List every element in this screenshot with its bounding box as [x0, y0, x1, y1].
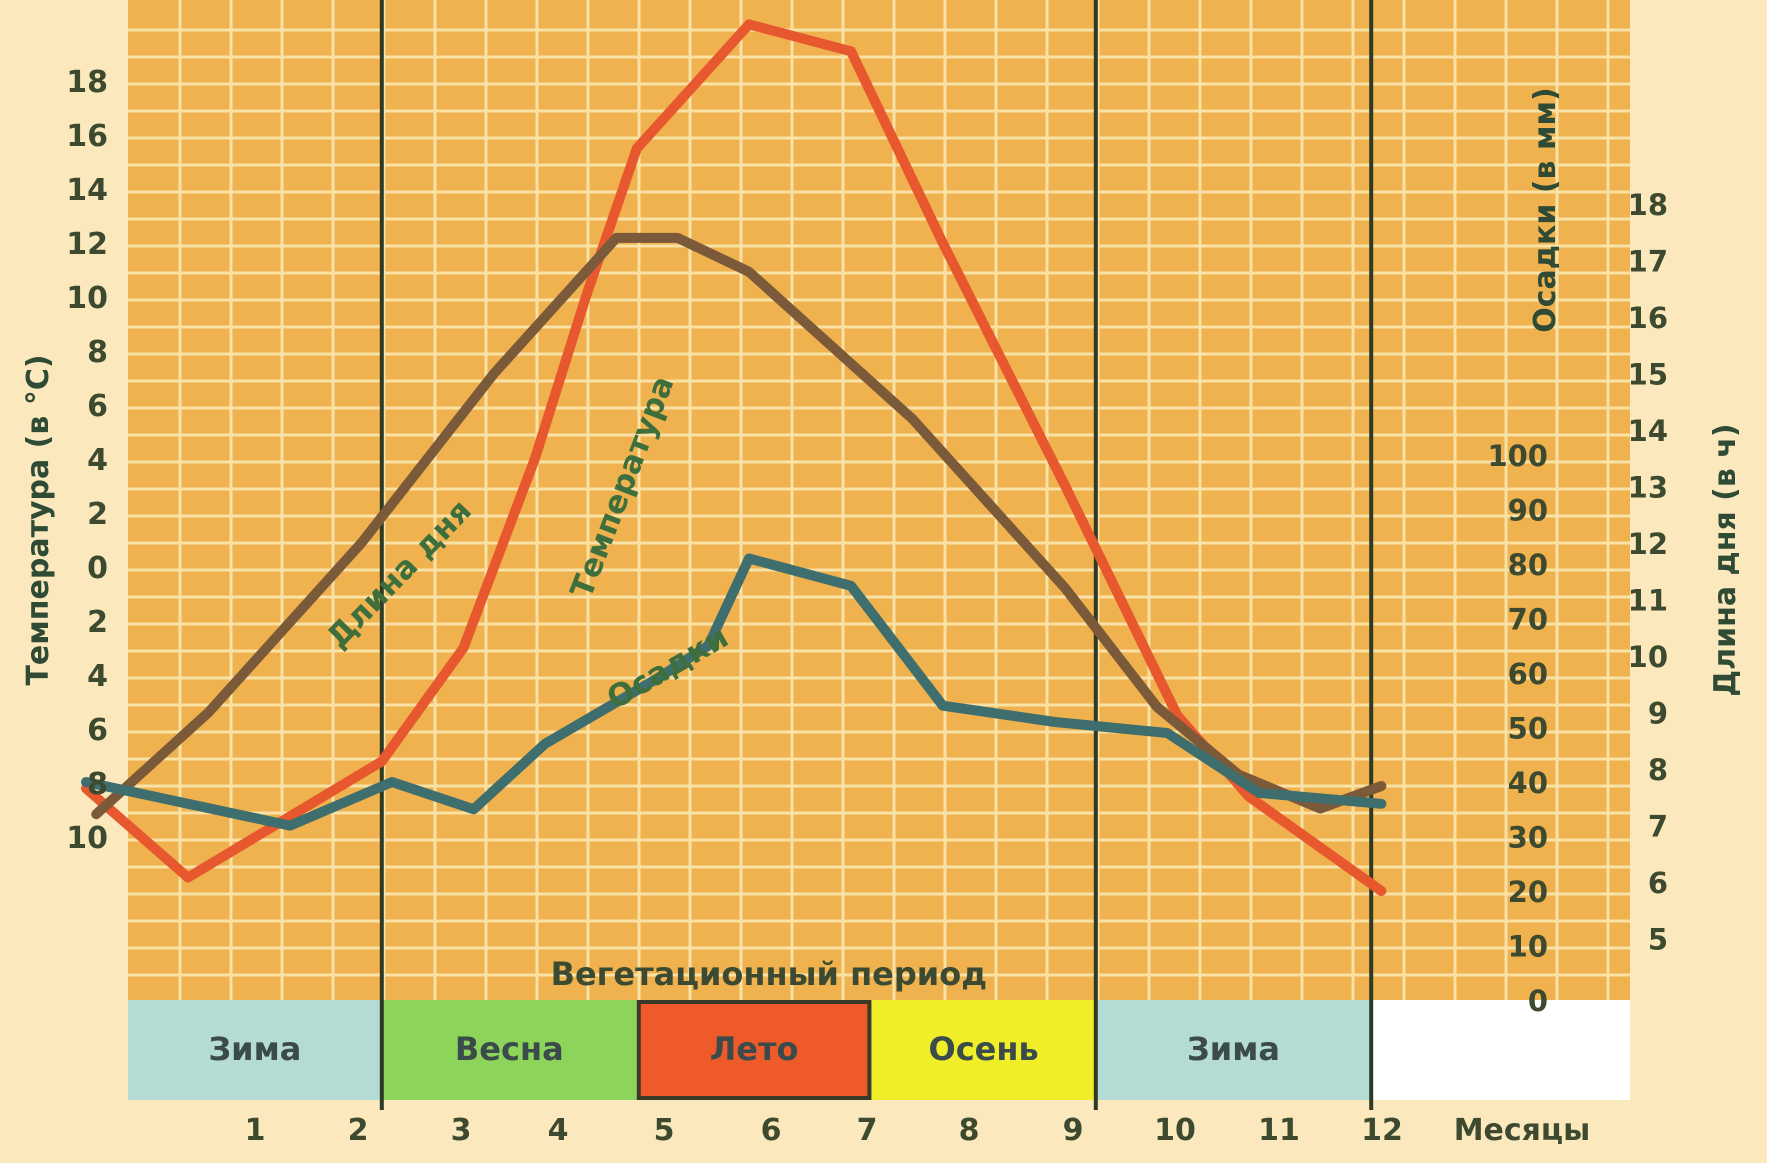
- day-length-tick: 8: [1648, 753, 1668, 787]
- bottom-axis-margin: [128, 1100, 1630, 1163]
- temperature-tick: 8: [87, 767, 108, 802]
- temperature-tick: 2: [87, 605, 108, 640]
- day-length-tick: 16: [1628, 301, 1668, 335]
- precipitation-tick: 10: [1508, 930, 1548, 964]
- month-tick: 10: [1154, 1113, 1196, 1148]
- season-label: Весна: [455, 1030, 564, 1068]
- precipitation-tick: 0: [1528, 984, 1548, 1018]
- season-block: [636, 1000, 872, 1100]
- temperature-tick: 18: [66, 65, 108, 100]
- right-axis-margin: [1630, 0, 1767, 1163]
- season-label: Зима: [1187, 1030, 1280, 1068]
- vegetation-period-label: Вегетационный период: [551, 955, 987, 993]
- temperature-tick: 4: [87, 443, 108, 478]
- day-length-tick: 9: [1648, 697, 1668, 731]
- season-block: [381, 1000, 637, 1100]
- precipitation-tick: 70: [1508, 603, 1548, 637]
- season-label: Лето: [710, 1030, 799, 1068]
- temperature-tick: 14: [66, 173, 108, 208]
- season-band: Зима Весна Лето Осень Зима: [128, 1000, 1372, 1100]
- season-label: Зима: [208, 1030, 301, 1068]
- day-length-tick: 11: [1628, 584, 1668, 618]
- grid: [128, 0, 1630, 1000]
- day-length-axis-title: Длина дня (в ч): [1708, 423, 1743, 696]
- season-label: Осень: [928, 1030, 1038, 1068]
- precipitation-tick: 50: [1508, 712, 1548, 746]
- temperature-axis-title: Температура (в °С): [21, 354, 56, 685]
- month-tick: 5: [654, 1113, 675, 1148]
- month-tick: 9: [1063, 1113, 1084, 1148]
- temperature-tick: 8: [87, 335, 108, 370]
- precipitation-tick: 30: [1508, 821, 1548, 855]
- temperature-tick: 10: [66, 281, 108, 316]
- month-tick: 6: [761, 1113, 782, 1148]
- month-tick: 1: [245, 1113, 266, 1148]
- plot-background: [128, 0, 1630, 1000]
- day-length-tick: 6: [1648, 866, 1668, 900]
- x-axis-title: Месяцы: [1454, 1113, 1591, 1148]
- day-length-tick: 5: [1648, 923, 1668, 957]
- month-tick: 7: [857, 1113, 878, 1148]
- month-tick: 4: [548, 1113, 569, 1148]
- month-tick: 8: [959, 1113, 980, 1148]
- season-block: [1095, 1000, 1372, 1100]
- day-length-tick: 13: [1628, 471, 1668, 505]
- temperature-tick: 4: [87, 659, 108, 694]
- month-tick: 12: [1361, 1113, 1403, 1148]
- temperature-tick: 10: [66, 821, 108, 856]
- month-tick: 3: [451, 1113, 472, 1148]
- temperature-tick: 6: [87, 389, 108, 424]
- precipitation-tick: 20: [1508, 875, 1548, 909]
- season-block: [871, 1000, 1096, 1100]
- month-tick: 11: [1258, 1113, 1300, 1148]
- summer-block-border: [636, 1000, 872, 1100]
- day-length-tick: 12: [1628, 527, 1668, 561]
- series-layer: [81, 19, 1387, 896]
- season-block: [128, 1000, 382, 1100]
- precipitation-tick: 80: [1508, 548, 1548, 582]
- series-line-0: [81, 19, 1387, 896]
- temperature-tick: 0: [87, 551, 108, 586]
- precipitation-axis-title: Осадки (в мм): [1528, 87, 1563, 332]
- series-line-2: [81, 553, 1387, 831]
- temperature-tick: 2: [87, 497, 108, 532]
- day-length-tick: 18: [1628, 188, 1668, 222]
- day-length-tick: 17: [1628, 245, 1668, 279]
- day-length-tick: 10: [1628, 640, 1668, 674]
- day-length-tick: 7: [1648, 810, 1668, 844]
- precipitation-tick: 60: [1508, 657, 1548, 691]
- precipitation-tick: 100: [1487, 439, 1548, 473]
- day-length-tick: 14: [1628, 414, 1668, 448]
- month-tick: 2: [348, 1113, 369, 1148]
- temperature-tick: 16: [66, 119, 108, 154]
- day-length-tick: 15: [1628, 358, 1668, 392]
- precipitation-tick: 90: [1508, 494, 1548, 528]
- left-axis-margin: [0, 0, 128, 1163]
- temperature-tick: 12: [66, 227, 108, 262]
- temperature-tick: 6: [87, 713, 108, 748]
- precipitation-tick: 40: [1508, 766, 1548, 800]
